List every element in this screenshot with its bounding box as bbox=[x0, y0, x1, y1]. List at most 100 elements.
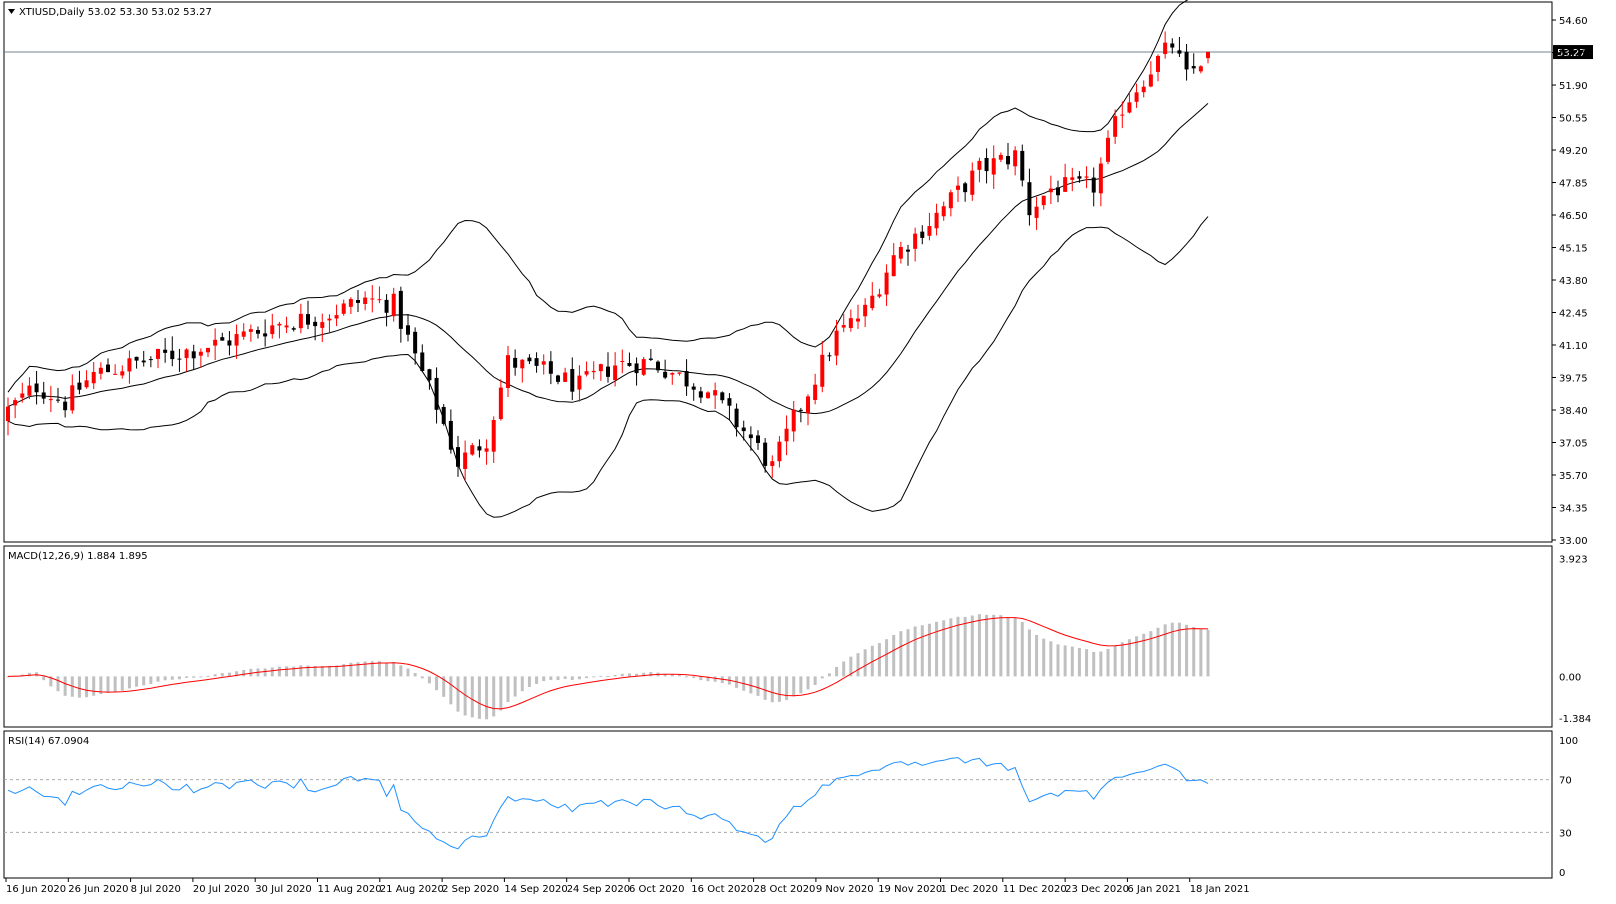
price-axis-label: 39.75 bbox=[1559, 374, 1588, 385]
candle-body bbox=[398, 290, 403, 329]
candle-body bbox=[1106, 137, 1110, 162]
price-axis-label: 33.00 bbox=[1559, 536, 1588, 547]
candle-body bbox=[1077, 176, 1082, 179]
candle-body bbox=[1063, 177, 1068, 192]
dropdown-triangle-icon[interactable] bbox=[8, 9, 15, 14]
macd-histogram-bar bbox=[1149, 631, 1153, 677]
time-axis-label: 14 Sep 2020 bbox=[504, 884, 567, 895]
time-axis-label: 21 Aug 2020 bbox=[380, 884, 444, 895]
macd-histogram-bar bbox=[1063, 645, 1067, 677]
macd-histogram-bar bbox=[685, 676, 689, 678]
macd-histogram-bar bbox=[842, 661, 846, 677]
macd-histogram-bar bbox=[1106, 648, 1110, 677]
candle-body bbox=[763, 442, 768, 466]
macd-histogram-bar bbox=[592, 676, 596, 678]
macd-histogram-bar bbox=[1027, 629, 1031, 677]
bollinger-bands bbox=[7, 0, 1209, 518]
macd-histogram-bar bbox=[6, 676, 10, 678]
time-axis-label: 18 Jan 2021 bbox=[1190, 884, 1250, 895]
candle-body bbox=[134, 356, 139, 361]
rsi-axis-label: 70 bbox=[1559, 776, 1572, 787]
macd-histogram-bar bbox=[642, 672, 646, 677]
macd-histogram-bar bbox=[313, 665, 317, 677]
macd-histogram-bar bbox=[385, 662, 389, 677]
macd-header: MACD(12,26,9) 1.884 1.895 bbox=[8, 551, 148, 562]
time-axis-label: 28 Oct 2020 bbox=[754, 884, 816, 895]
macd-signal-line bbox=[7, 617, 1209, 710]
candle-body bbox=[84, 380, 89, 388]
macd-histogram-bar bbox=[63, 676, 67, 696]
macd-histogram-bar bbox=[1092, 651, 1096, 677]
macd-histogram-bar bbox=[970, 615, 974, 677]
candle-body bbox=[6, 406, 10, 422]
candle-body bbox=[1084, 176, 1089, 178]
candle-body bbox=[291, 328, 296, 330]
macd-histogram-bar bbox=[506, 676, 510, 703]
candle-body bbox=[970, 170, 975, 195]
macd-histogram-bar bbox=[470, 676, 474, 718]
macd-histogram-bar bbox=[85, 676, 89, 698]
candle-body bbox=[677, 372, 682, 374]
time-axis-label: 19 Nov 2020 bbox=[878, 884, 942, 895]
candle-body bbox=[656, 361, 660, 371]
macd-histogram-bar bbox=[227, 672, 231, 677]
macd-histogram-bar bbox=[535, 676, 539, 684]
candle-body bbox=[1113, 116, 1118, 137]
candle-body bbox=[63, 401, 68, 411]
candle-body bbox=[91, 371, 96, 384]
macd-histogram-bar bbox=[1085, 649, 1089, 677]
candle-body bbox=[248, 329, 253, 332]
macd-histogram-bar bbox=[1127, 639, 1131, 677]
candle-body bbox=[577, 375, 582, 390]
rsi-header: RSI(14) 67.0904 bbox=[8, 736, 89, 747]
candle-body bbox=[56, 399, 60, 401]
macd-histogram-bar bbox=[935, 621, 939, 677]
candle-body bbox=[777, 441, 782, 462]
macd-histogram-bar bbox=[263, 668, 267, 677]
time-axis-label: 16 Jun 2020 bbox=[6, 884, 66, 895]
candle-body bbox=[1163, 42, 1168, 55]
macd-histogram-bar bbox=[1206, 629, 1210, 677]
candle-body bbox=[234, 334, 239, 346]
macd-histogram-bar bbox=[792, 676, 796, 697]
time-axis-label: 8 Jul 2020 bbox=[131, 884, 181, 895]
macd-histogram-bar bbox=[392, 662, 396, 677]
macd-histogram-bar bbox=[206, 675, 210, 677]
rsi-line bbox=[7, 757, 1209, 850]
time-axis-label: 23 Dec 2020 bbox=[1065, 884, 1129, 895]
candle-body bbox=[1091, 177, 1096, 193]
macd-histogram-bar bbox=[299, 665, 303, 677]
macd-histogram-bar bbox=[1077, 647, 1081, 677]
macd-histogram-bar bbox=[49, 676, 53, 687]
candle-body bbox=[541, 361, 546, 365]
candle-body bbox=[41, 392, 46, 399]
price-axis-label: 50.55 bbox=[1559, 114, 1588, 125]
candle-body bbox=[191, 351, 196, 359]
candle-body bbox=[1070, 177, 1075, 180]
macd-histogram-bar bbox=[56, 676, 60, 692]
candle-body bbox=[384, 299, 389, 313]
candle-body bbox=[663, 371, 668, 378]
candle-body bbox=[713, 390, 718, 396]
macd-histogram-bar bbox=[177, 676, 181, 680]
macd-histogram-bar bbox=[999, 615, 1003, 677]
macd-histogram-bar bbox=[677, 674, 681, 677]
candle-body bbox=[584, 371, 589, 375]
candle-body bbox=[734, 408, 739, 428]
rsi-axis-label: 30 bbox=[1559, 828, 1572, 839]
time-axis-label: 24 Sep 2020 bbox=[567, 884, 630, 895]
candle-body bbox=[448, 420, 453, 450]
candle-body bbox=[163, 349, 168, 353]
main-panel-frame bbox=[3, 1, 1553, 543]
macd-histogram-bar bbox=[542, 676, 546, 682]
macd-histogram-bar bbox=[142, 676, 146, 686]
macd-histogram-bar bbox=[1185, 624, 1189, 677]
candle-body bbox=[206, 347, 210, 353]
candle-body bbox=[156, 348, 160, 359]
candle-body bbox=[806, 396, 810, 414]
macd-histogram-bar bbox=[106, 676, 110, 693]
candle-body bbox=[984, 157, 989, 172]
macd-histogram-bar bbox=[870, 645, 874, 677]
price-axis-label: 51.90 bbox=[1559, 81, 1588, 92]
